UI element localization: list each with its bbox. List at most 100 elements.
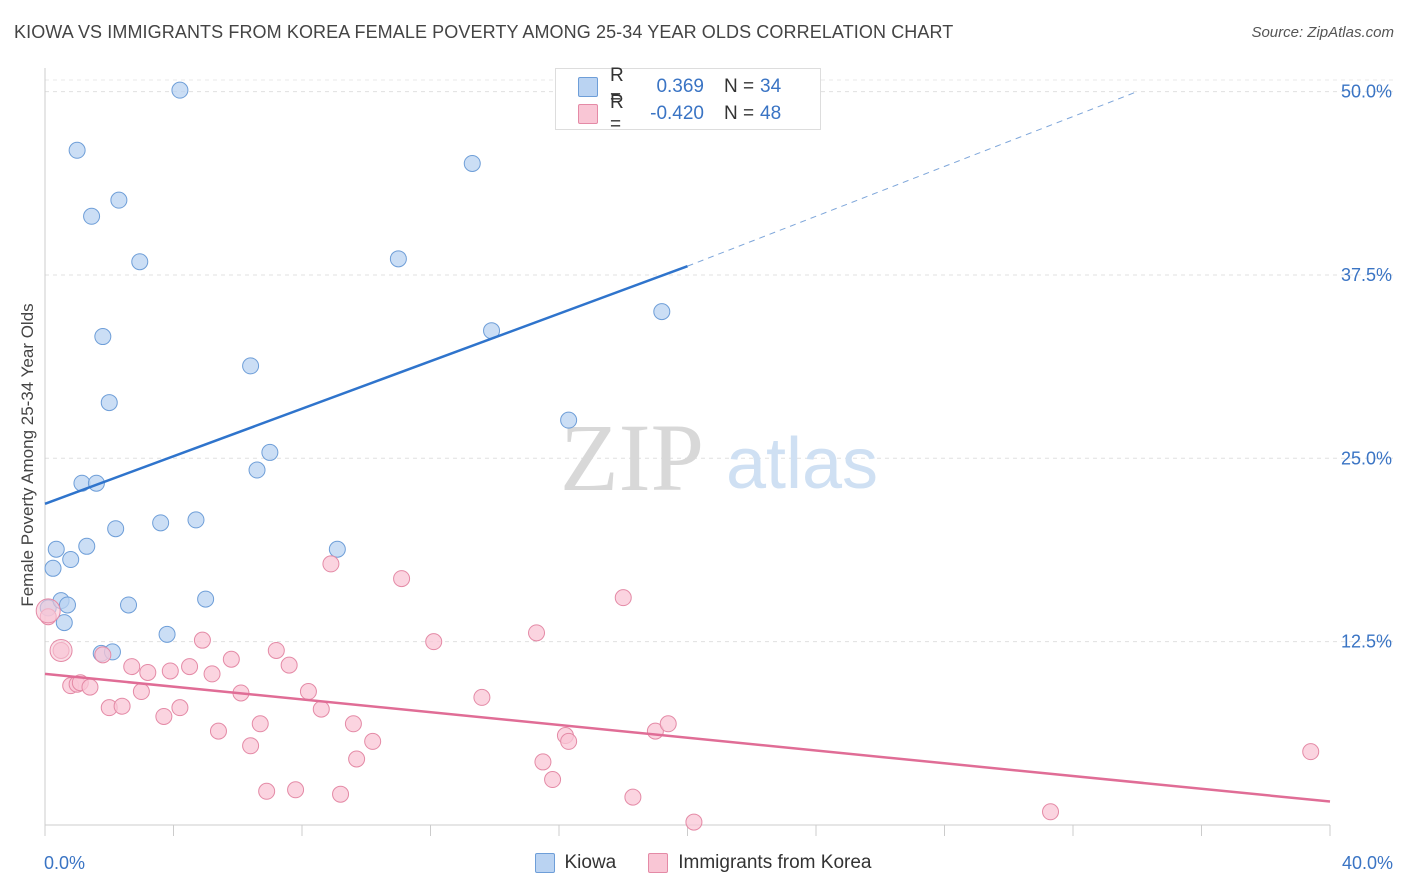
data-points (35, 81, 1320, 831)
korea-point (614, 589, 632, 607)
kiowa-point (62, 551, 80, 569)
watermark: ZIP atlas (560, 404, 878, 511)
legend-label-kiowa: Kiowa (564, 852, 617, 873)
korea-point (534, 753, 552, 771)
korea-point (209, 722, 227, 740)
kiowa-point (68, 141, 86, 159)
y-tick-label: 37.5% (1341, 265, 1392, 285)
kiowa-point (261, 443, 279, 461)
korea-point (171, 699, 189, 717)
korea-point (242, 737, 260, 755)
series-legend: Kiowa Immigrants from Korea (0, 852, 1406, 874)
kiowa-point (83, 207, 101, 225)
kiowa-point (389, 250, 407, 268)
trend-lines (44, 91, 1331, 803)
korea-point (1042, 803, 1060, 821)
y-tick-label: 12.5% (1341, 632, 1392, 652)
korea-point (659, 715, 677, 733)
legend-n-value: 34 (760, 76, 782, 97)
kiowa-point (248, 461, 266, 479)
korea-point (393, 570, 411, 588)
y-axis-label: Female Poverty Among 25-34 Year Olds (18, 303, 37, 607)
watermark-zip: ZIP (560, 404, 704, 511)
legend-r-value: 0.369 (656, 76, 704, 97)
kiowa-point (94, 328, 112, 346)
legend-row-korea: R = -0.420 N = 48 (578, 92, 782, 135)
legend-row-kiowa: R = 0.369 N = 34 (578, 65, 782, 108)
kiowa-point (120, 596, 138, 614)
x-tick-label: 0.0% (44, 853, 85, 873)
legend-n-value: 48 (760, 103, 782, 124)
legend-label-korea: Immigrants from Korea (678, 852, 872, 873)
korea-point (161, 662, 179, 680)
kiowa-point (158, 625, 176, 643)
korea-point (544, 771, 562, 789)
korea-point (267, 641, 285, 659)
legend-swatch-korea (648, 853, 669, 873)
kiowa-point (44, 559, 62, 577)
korea-point (222, 650, 240, 668)
korea-point (364, 732, 382, 750)
kiowa-point (653, 303, 671, 321)
korea-point (322, 555, 340, 573)
korea-point (155, 707, 173, 725)
korea-point (193, 631, 211, 649)
korea-point (528, 624, 546, 642)
korea-point (139, 663, 157, 681)
kiowa-point (560, 411, 578, 429)
legend-n-label: N = (724, 76, 755, 97)
kiowa-point (187, 511, 205, 529)
korea-point (203, 665, 221, 683)
legend-n-label: N = (724, 103, 755, 124)
korea-point (287, 781, 305, 799)
kiowa-point (131, 253, 149, 271)
korea-point (251, 715, 269, 733)
kiowa-point (328, 540, 346, 558)
legend-item-korea[interactable]: Immigrants from Korea (648, 852, 871, 874)
korea-point (81, 678, 99, 696)
correlation-legend: R = 0.369 N = 34 R = -0.420 N = 48 (555, 65, 821, 135)
korea-point (113, 697, 131, 715)
tick-labels: 12.5% 25.0% 37.5% 50.0% 0.0% 40.0% (44, 82, 1393, 873)
chart-title: KIOWA VS IMMIGRANTS FROM KOREA FEMALE PO… (14, 22, 954, 42)
legend-item-kiowa[interactable]: Kiowa (534, 852, 617, 874)
korea-point (258, 782, 276, 800)
legend-r-label: R = (610, 92, 624, 135)
legend-r-value: -0.420 (650, 103, 704, 124)
legend-swatch-korea (578, 104, 598, 124)
kiowa-point (100, 394, 118, 412)
korea-point (473, 688, 491, 706)
y-tick-label: 50.0% (1341, 82, 1392, 102)
korea-point (348, 750, 366, 768)
kiowa-point (197, 590, 215, 608)
kiowa-point (110, 191, 128, 209)
korea-point (49, 638, 73, 662)
korea-point (425, 633, 443, 651)
kiowa-point (171, 81, 189, 99)
korea-point (280, 656, 298, 674)
korea-point (35, 598, 61, 624)
x-tick-label: 40.0% (1342, 853, 1393, 873)
korea-trend-line (44, 672, 1331, 803)
kiowa-point (152, 514, 170, 532)
korea-point (332, 785, 350, 803)
kiowa-point (47, 540, 65, 558)
korea-point (624, 788, 642, 806)
kiowa-point (78, 537, 96, 555)
korea-point (344, 715, 362, 733)
kiowa-point (463, 154, 481, 172)
korea-point (181, 658, 199, 676)
korea-point (299, 683, 317, 701)
source-credit: Source: ZipAtlas.com (1251, 24, 1394, 41)
legend-swatch-kiowa (534, 853, 555, 873)
kiowa-trend-line (44, 264, 688, 505)
kiowa-point (107, 520, 125, 538)
korea-point (132, 683, 150, 701)
korea-point (1302, 743, 1320, 761)
legend-r-label: R = (610, 65, 624, 108)
kiowa-trend-extension (687, 91, 1138, 267)
watermark-atlas: atlas (726, 424, 878, 504)
y-tick-label: 25.0% (1341, 448, 1392, 468)
legend-swatch-kiowa (578, 77, 598, 97)
